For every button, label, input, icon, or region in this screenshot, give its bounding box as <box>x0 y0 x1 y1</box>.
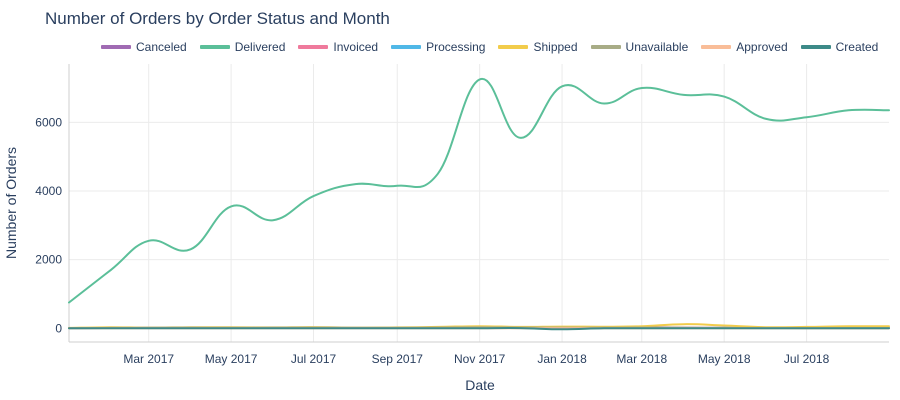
legend-label: Unavailable <box>625 40 689 54</box>
legend-label: Shipped <box>533 40 578 54</box>
tick-labels: Mar 2017 May 2017 Jul 2017 Sep 2017 Nov 2017… <box>35 115 829 366</box>
y-axis-label: Number of Orders <box>3 147 19 259</box>
legend-item-created[interactable]: Created <box>800 40 879 54</box>
x-tick-label: Jan 2018 <box>537 352 587 366</box>
series-lines <box>68 78 890 331</box>
legend-item-approved[interactable]: Approved <box>701 40 788 54</box>
legend-item-canceled[interactable]: Canceled <box>101 40 187 54</box>
x-tick-label: Mar 2018 <box>616 352 667 366</box>
y-tick-label: 6000 <box>35 115 62 129</box>
legend-swatch <box>101 45 131 49</box>
legend-item-processing[interactable]: Processing <box>391 40 485 54</box>
x-tick-label: Jul 2017 <box>291 352 337 366</box>
legend-swatch <box>800 45 831 49</box>
legend-label: Delivered <box>234 40 286 54</box>
chart-title: Number of Orders by Order Status and Mon… <box>45 9 390 28</box>
legend-swatch <box>199 45 230 49</box>
x-tick-label: Jul 2018 <box>784 352 830 366</box>
x-tick-label: Sep 2017 <box>372 352 424 366</box>
legend-swatch <box>391 45 422 49</box>
series-line-created <box>68 327 890 331</box>
legend-swatch <box>590 45 621 49</box>
series-line-delivered <box>68 78 890 304</box>
legend-label: Canceled <box>136 40 187 54</box>
y-tick-label: 0 <box>55 321 62 335</box>
y-tick-label: 4000 <box>35 184 62 198</box>
x-tick-label: Nov 2017 <box>454 352 506 366</box>
x-tick-label: May 2018 <box>698 352 751 366</box>
legend-item-delivered[interactable]: Delivered <box>199 40 286 54</box>
legend-swatch <box>498 45 529 49</box>
y-tick-label: 2000 <box>35 253 62 267</box>
legend-item-shipped[interactable]: Shipped <box>498 40 578 54</box>
legend-label: Processing <box>426 40 486 54</box>
x-axis-label: Date <box>465 377 495 393</box>
legend-swatch <box>701 45 732 49</box>
gridlines <box>69 64 889 342</box>
x-tick-label: May 2017 <box>205 352 258 366</box>
axes <box>68 64 889 343</box>
x-tick-label: Mar 2017 <box>123 352 174 366</box>
legend-label: Approved <box>736 40 788 54</box>
legend-item-unavailable[interactable]: Unavailable <box>590 40 689 54</box>
legend-swatch <box>298 45 329 49</box>
legend-label: Invoiced <box>333 40 379 54</box>
legend: Canceled Delivered Invoiced Processing Shipp… <box>101 40 891 54</box>
legend-item-invoiced[interactable]: Invoiced <box>298 40 378 54</box>
legend-label: Created <box>835 40 879 54</box>
